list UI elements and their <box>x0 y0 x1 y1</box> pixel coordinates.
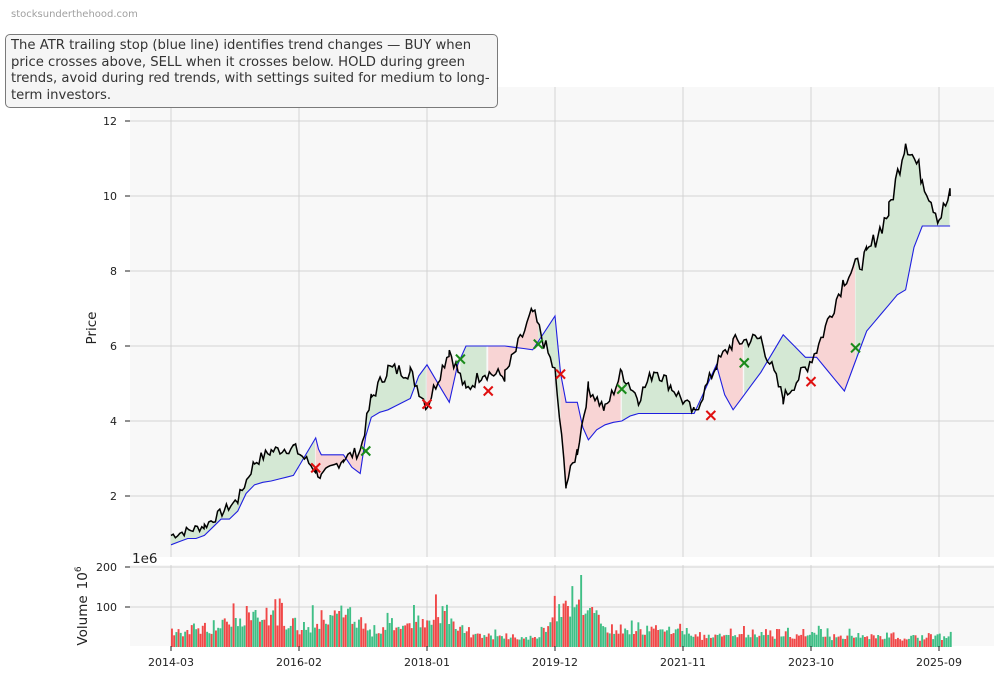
signal-markers <box>310 338 861 474</box>
buy-signal-marker <box>360 445 371 457</box>
price-tick-label: 6 <box>110 340 117 353</box>
hold-trend-region <box>744 335 811 398</box>
volume-y-axis: 200 100 <box>96 561 130 614</box>
x-tick-label: 2016-02 <box>276 656 322 669</box>
volume-offset-label: 1e6 <box>132 551 157 567</box>
x-tick-label: 2025-09 <box>916 656 962 669</box>
x-tick-label: 2014-03 <box>148 656 194 669</box>
volume-gridlines <box>130 565 994 646</box>
buy-signal-marker <box>455 353 466 365</box>
x-tick-label: 2023-10 <box>788 656 834 669</box>
price-line <box>170 143 951 539</box>
volume-tick-label: 100 <box>96 601 117 614</box>
x-tick-label: 2019-12 <box>532 656 578 669</box>
hold-trend-region <box>855 144 950 361</box>
avoid-trend-region <box>811 260 855 390</box>
x-axis: 2014-03 2016-02 2018-01 2019-12 2021-11 2023-… <box>148 646 962 669</box>
volume-axis-label: Volume106 <box>74 566 91 645</box>
avoid-trend-region <box>710 335 743 410</box>
buy-signal-marker <box>616 383 627 395</box>
price-tick-label: 10 <box>103 190 117 203</box>
price-y-axis: 12 10 8 6 4 2 <box>103 115 130 503</box>
watermark: stocksunderthehood.com <box>11 9 138 20</box>
price-tick-label: 2 <box>110 490 117 503</box>
x-tick-label: 2021-11 <box>660 656 706 669</box>
sell-signal-marker <box>310 462 321 474</box>
buy-signal-marker <box>850 342 861 354</box>
sell-signal-marker <box>421 398 433 410</box>
hold-trend-region <box>460 346 487 390</box>
sell-signal-marker <box>705 410 717 421</box>
price-axis-label: Price <box>84 312 100 345</box>
price-gridlines <box>130 87 994 557</box>
sell-signal-marker <box>555 368 566 380</box>
svg-text:Volume106: Volume106 <box>74 566 91 645</box>
sell-signal-marker <box>483 385 494 397</box>
hold-trend-region <box>171 439 315 545</box>
price-tick-label: 8 <box>110 265 117 278</box>
x-tick-label: 2018-01 <box>404 656 450 669</box>
explanation-annotation: The ATR trailing stop (blue line) identi… <box>5 34 498 108</box>
sell-signal-marker <box>805 376 817 387</box>
volume-tick-label: 200 <box>96 561 117 574</box>
price-tick-label: 12 <box>103 115 117 128</box>
price-tick-label: 4 <box>110 415 117 428</box>
buy-signal-marker <box>739 357 750 369</box>
hold-trend-region <box>621 371 710 421</box>
avoid-trend-region <box>315 424 366 479</box>
volume-bars <box>171 575 952 647</box>
avoid-trend-region <box>427 355 459 408</box>
hold-trend-region <box>538 317 561 425</box>
buy-signal-marker <box>533 338 544 350</box>
hold-trend-region <box>365 365 426 436</box>
